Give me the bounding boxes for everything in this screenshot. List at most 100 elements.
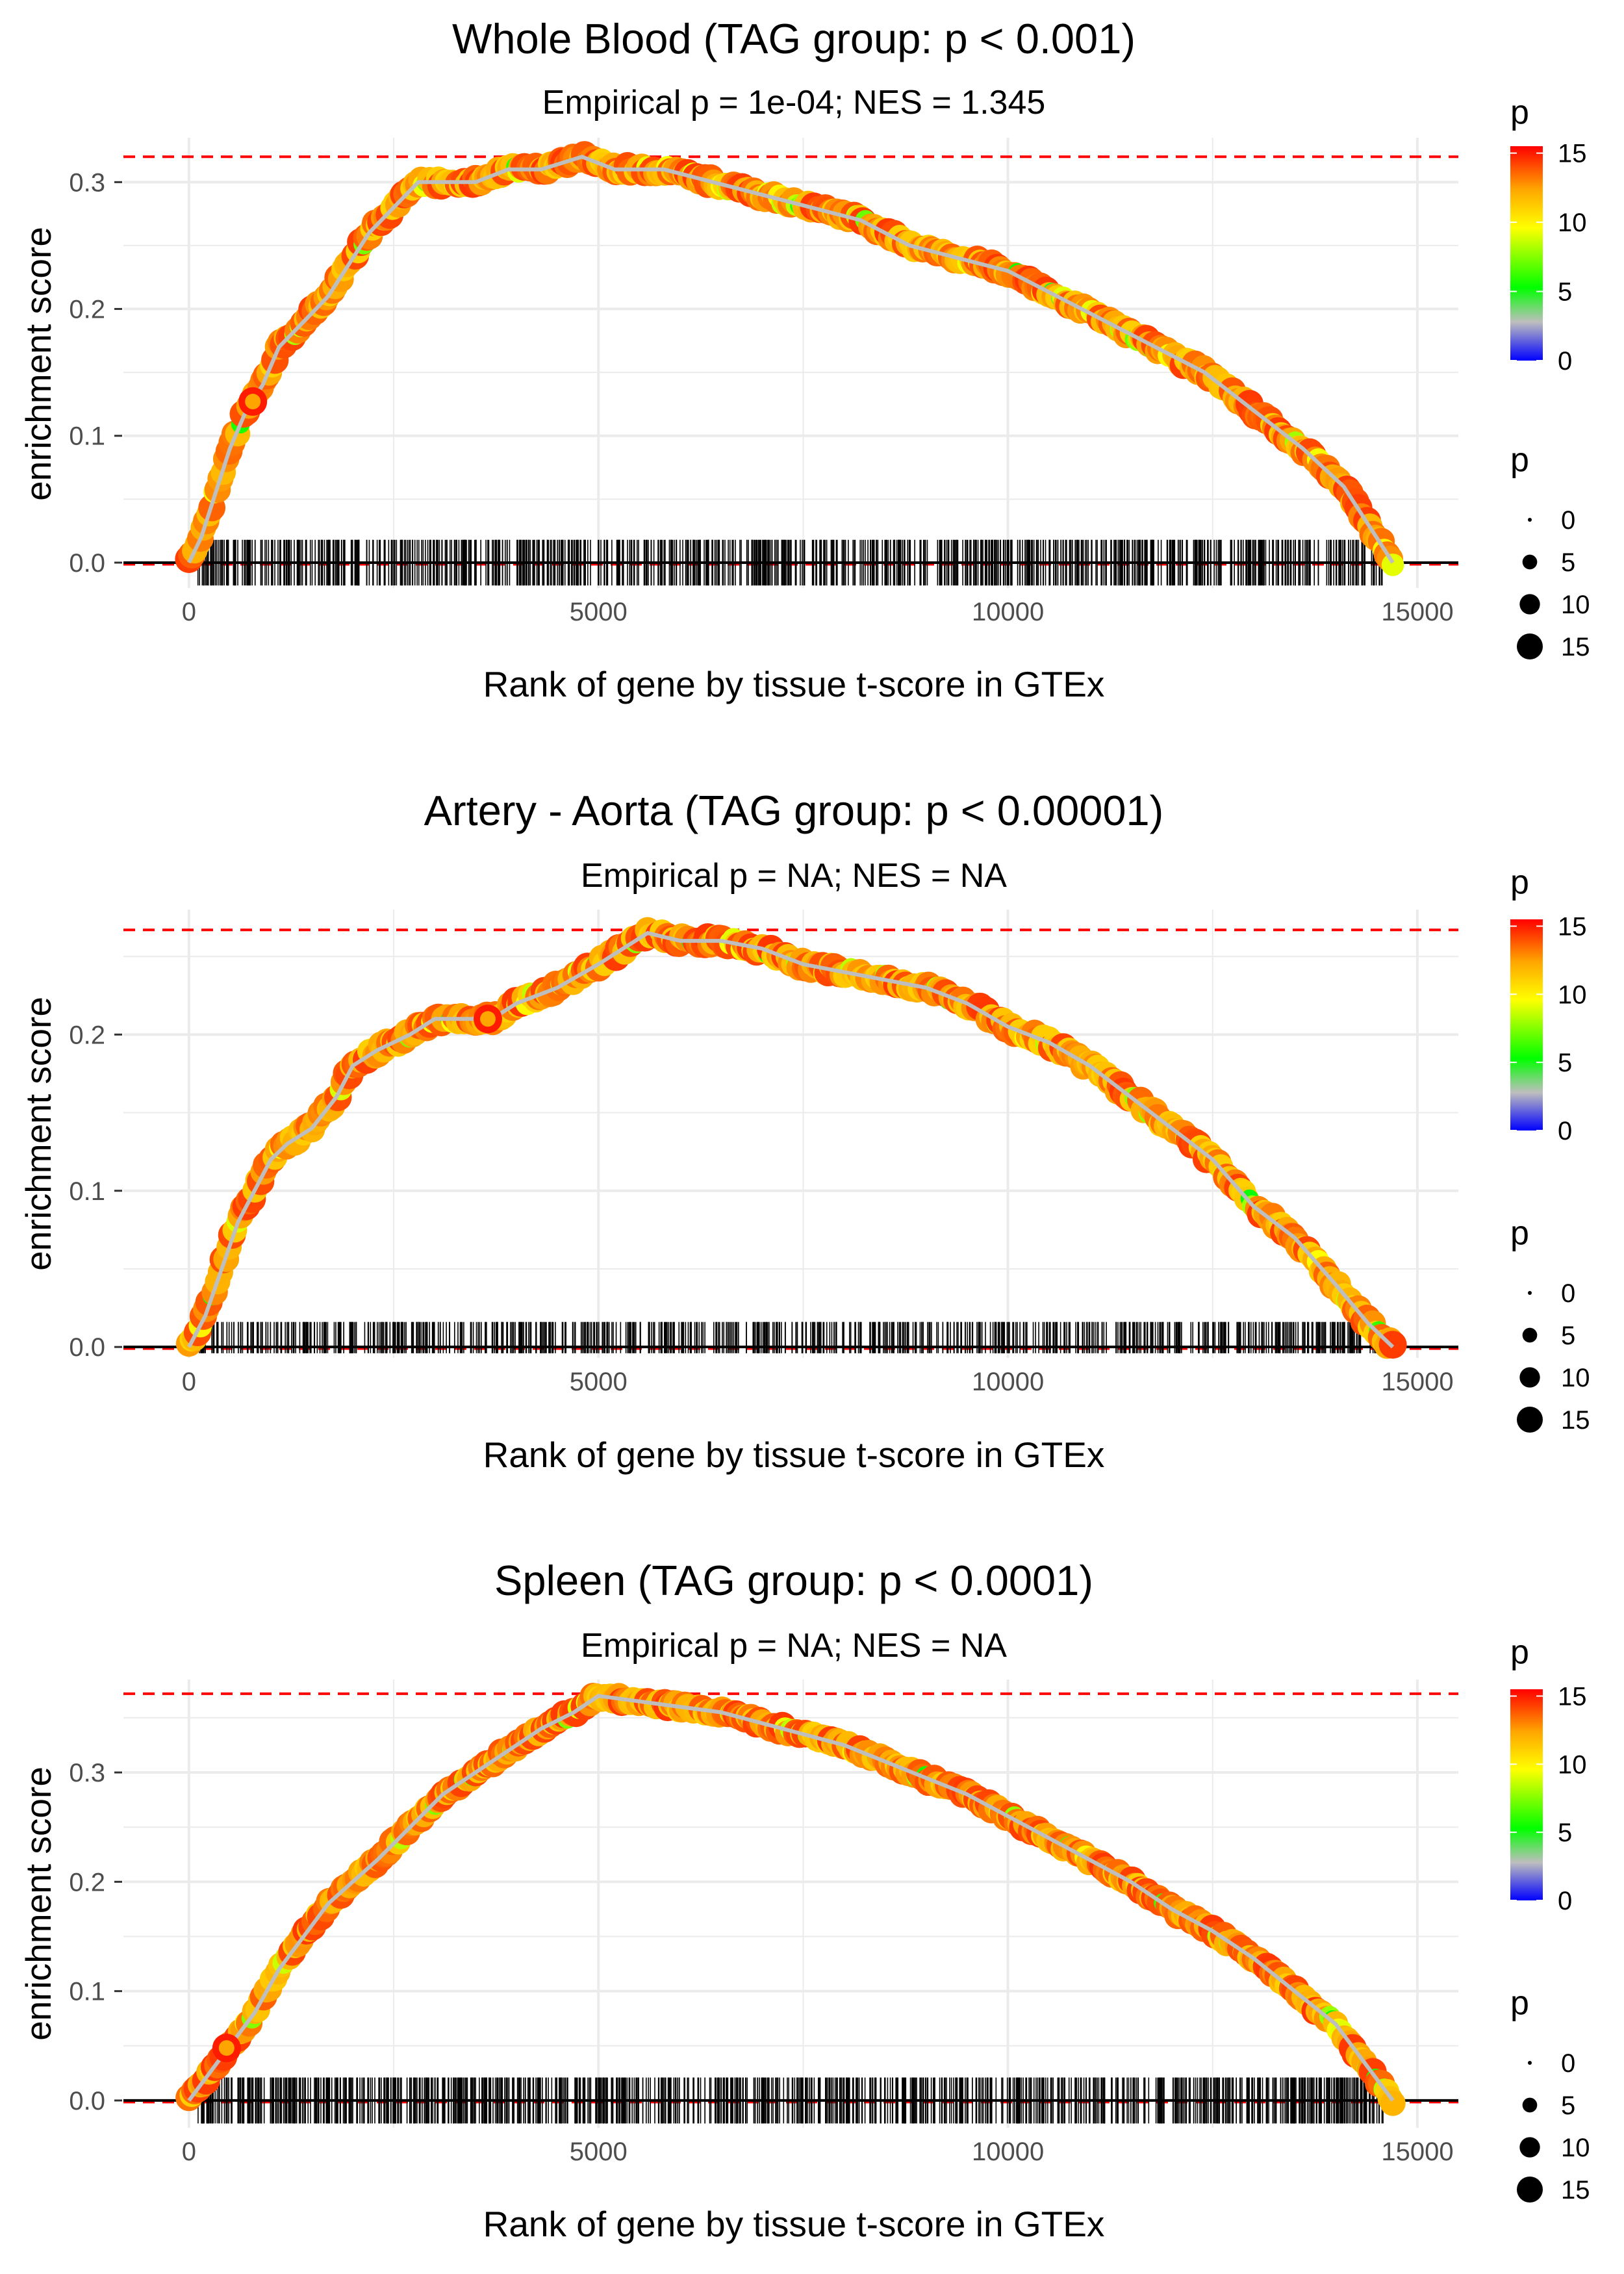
- enrichment-curve: [187, 155, 1395, 564]
- panel-subtitle: Empirical p = NA; NES = NA: [581, 857, 1007, 895]
- x-tick-label: 10000: [972, 598, 1044, 626]
- size-legend-dot: [1519, 2137, 1540, 2158]
- colorbar-label: 5: [1558, 278, 1572, 307]
- highlight-point-inner: [480, 1011, 496, 1027]
- legend-color: 15 10 5 0: [1510, 1682, 1587, 1915]
- legend-color-title: p: [1510, 94, 1529, 131]
- x-tick-label: 10000: [972, 1368, 1044, 1396]
- tag-gene-barcode: [199, 1322, 1385, 1353]
- panel-artery-aorta: Artery - Aorta (TAG group: p < 0.00001) …: [18, 787, 1590, 1475]
- panel-whole-blood: Whole Blood (TAG group: p < 0.001) Empir…: [18, 15, 1590, 704]
- y-tick-label: 0.2: [69, 1021, 105, 1049]
- y-tick-label: 0.2: [69, 296, 105, 324]
- legend-color-title: p: [1510, 863, 1529, 901]
- y-tick-label: 0.2: [69, 1868, 105, 1897]
- x-tick-label: 5000: [570, 598, 628, 626]
- plot-area: 0 5000 10000 15000 0.0 0.1 0.2 0.3: [69, 1680, 1458, 2166]
- size-legend-label: 5: [1561, 1322, 1575, 1350]
- size-legend-label: 5: [1561, 2091, 1575, 2120]
- size-legend-label: 15: [1561, 633, 1590, 661]
- colorbar-label: 5: [1558, 1049, 1572, 1077]
- legend-size-title: p: [1510, 1214, 1529, 1252]
- x-tick-label: 0: [182, 2138, 196, 2166]
- legend-size-title: p: [1510, 441, 1529, 479]
- size-legend-dot: [1528, 2061, 1532, 2065]
- colorbar-label: 10: [1558, 209, 1587, 237]
- panel-title: Whole Blood (TAG group: p < 0.001): [452, 15, 1136, 62]
- enrichment-point: [1381, 554, 1404, 576]
- x-tick-label: 10000: [972, 2138, 1044, 2166]
- size-legend-label: 10: [1561, 591, 1590, 619]
- enrichment-curve: [187, 1694, 1395, 2102]
- colorbar-label: 0: [1558, 1887, 1572, 1915]
- legend-size: 0 5 10 15: [1517, 2049, 1590, 2204]
- colorbar-label: 10: [1558, 980, 1587, 1009]
- enrichment-curve: [187, 930, 1395, 1349]
- highlight-point-inner: [218, 2040, 235, 2056]
- y-axis-title: enrichment score: [18, 1767, 58, 2041]
- colorbar: [1510, 919, 1543, 1131]
- colorbar-label: 15: [1558, 1682, 1587, 1711]
- legend-color: 15 10 5 0: [1510, 912, 1587, 1145]
- colorbar-label: 0: [1558, 1117, 1572, 1145]
- colorbar: [1510, 1689, 1543, 1900]
- panel-title: Spleen (TAG group: p < 0.0001): [494, 1557, 1093, 1604]
- size-legend-dot: [1517, 633, 1543, 659]
- x-tick-label: 15000: [1381, 598, 1453, 626]
- x-axis-title: Rank of gene by tissue t-score in GTEx: [483, 1435, 1105, 1475]
- size-legend-dot: [1528, 518, 1532, 522]
- size-legend-dot: [1517, 1407, 1543, 1433]
- y-axis-title: enrichment score: [18, 997, 58, 1271]
- x-tick-label: 5000: [570, 2138, 628, 2166]
- size-legend-label: 15: [1561, 2176, 1590, 2204]
- legend-size: 0 5 10 15: [1517, 1279, 1590, 1435]
- x-tick-label: 0: [182, 1368, 196, 1396]
- y-tick-label: 0.1: [69, 422, 105, 451]
- colorbar-label: 15: [1558, 912, 1587, 941]
- size-legend-label: 15: [1561, 1406, 1590, 1435]
- plot-area: 0 5000 10000 15000 0.0 0.1 0.2: [69, 910, 1458, 1396]
- colorbar: [1510, 146, 1543, 361]
- size-legend-dot: [1528, 1291, 1532, 1295]
- panel-subtitle: Empirical p = NA; NES = NA: [581, 1627, 1007, 1665]
- legend-color: 15 10 5 0: [1510, 140, 1587, 376]
- size-legend-dot: [1522, 2097, 1538, 2113]
- enrichment-points: [175, 141, 1404, 576]
- size-legend-dot: [1519, 1367, 1540, 1388]
- size-legend-label: 5: [1561, 548, 1575, 577]
- y-tick-label: 0.3: [69, 168, 105, 197]
- size-legend-dot: [1519, 594, 1540, 615]
- y-axis-title: enrichment score: [18, 227, 58, 501]
- size-legend-label: 0: [1561, 506, 1575, 535]
- x-tick-label: 15000: [1381, 2138, 1453, 2166]
- colorbar-label: 10: [1558, 1750, 1587, 1779]
- y-tick-label: 0.1: [69, 1177, 105, 1206]
- legend-size: 0 5 10 15: [1517, 506, 1590, 661]
- y-tick-label: 0.3: [69, 1759, 105, 1787]
- y-tick-label: 0.0: [69, 1333, 105, 1362]
- y-tick-label: 0.0: [69, 549, 105, 578]
- size-legend-label: 0: [1561, 1279, 1575, 1308]
- panel-title: Artery - Aorta (TAG group: p < 0.00001): [424, 787, 1164, 834]
- legend-size-title: p: [1510, 1984, 1529, 2022]
- legend-color-title: p: [1510, 1633, 1529, 1671]
- size-legend-label: 10: [1561, 2134, 1590, 2162]
- enrichment-points: [175, 917, 1407, 1359]
- x-tick-label: 15000: [1381, 1368, 1453, 1396]
- panel-subtitle: Empirical p = 1e-04; NES = 1.345: [542, 84, 1046, 121]
- highlight-point-inner: [245, 394, 261, 410]
- x-tick-label: 0: [182, 598, 196, 626]
- colorbar-label: 15: [1558, 140, 1587, 168]
- x-axis-title: Rank of gene by tissue t-score in GTEx: [483, 2204, 1105, 2244]
- colorbar-label: 5: [1558, 1819, 1572, 1847]
- size-legend-label: 10: [1561, 1364, 1590, 1392]
- x-axis-title: Rank of gene by tissue t-score in GTEx: [483, 664, 1105, 704]
- size-legend-label: 0: [1561, 2049, 1575, 2078]
- size-legend-dot: [1522, 554, 1538, 570]
- colorbar-label: 0: [1558, 347, 1572, 376]
- size-legend-dot: [1522, 1327, 1538, 1343]
- enrichment-point: [1380, 2090, 1406, 2116]
- enrichment-points: [175, 1683, 1406, 2116]
- size-legend-dot: [1517, 2177, 1543, 2203]
